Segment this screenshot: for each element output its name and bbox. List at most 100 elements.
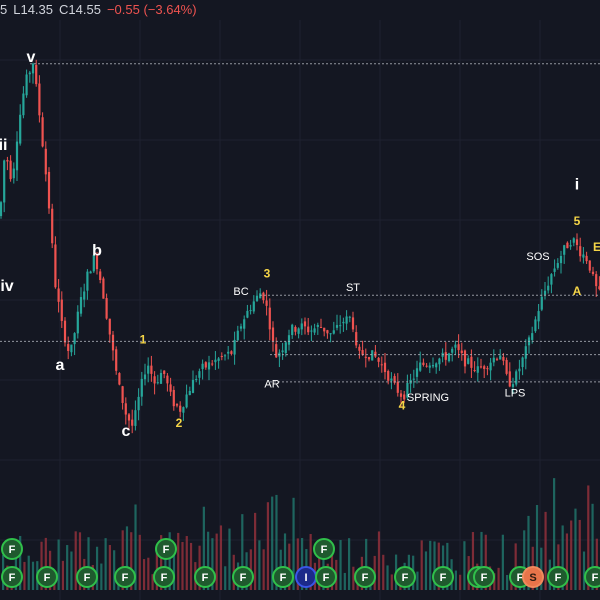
candle — [115, 346, 118, 375]
candle-body — [41, 117, 44, 147]
candle-body — [579, 246, 582, 257]
volume-bar — [587, 485, 590, 590]
candle — [99, 268, 102, 284]
volume-bar — [446, 542, 449, 590]
candle — [249, 304, 252, 315]
candle-body — [460, 350, 463, 354]
volume-bar — [57, 539, 60, 590]
volume-bar — [219, 525, 223, 590]
candle — [163, 370, 166, 379]
event-marker-label: F — [163, 544, 170, 556]
candle — [543, 281, 547, 300]
event-marker-label: F — [44, 572, 51, 584]
candle-body — [259, 293, 262, 299]
candle — [463, 349, 467, 374]
candle — [262, 291, 265, 304]
volume-bar — [130, 532, 133, 590]
level-lines — [0, 63, 600, 383]
volume-bar — [185, 536, 188, 590]
event-marker-circle — [114, 566, 136, 588]
event-marker-circle — [584, 566, 600, 588]
volume-bar — [172, 547, 176, 590]
candle-body — [201, 363, 204, 370]
candle-body — [67, 344, 70, 351]
candle — [310, 325, 313, 342]
candle — [358, 344, 361, 359]
candle-body — [265, 300, 268, 306]
candle — [371, 350, 374, 361]
candle — [355, 325, 358, 349]
candle-body — [249, 310, 252, 312]
candle-body — [291, 324, 294, 336]
candle-body — [131, 419, 134, 426]
volume-bar — [121, 530, 124, 590]
candle — [265, 289, 268, 316]
candle-body — [121, 386, 124, 403]
candle-body — [236, 330, 239, 341]
wave-label: AR — [264, 379, 279, 391]
candle — [342, 317, 345, 332]
candle — [201, 359, 204, 380]
candle — [502, 353, 505, 366]
volume-bar — [78, 532, 82, 590]
candle — [70, 344, 73, 357]
candle — [63, 317, 67, 347]
wave-label: BC — [233, 286, 248, 298]
volume-bar — [420, 540, 423, 590]
candle-body — [294, 326, 297, 332]
candle — [579, 237, 582, 262]
candle — [329, 333, 332, 343]
candle — [86, 269, 89, 300]
volume-bar — [70, 551, 73, 590]
candle-body — [534, 319, 537, 332]
event-marker-label: F — [240, 572, 247, 584]
candle — [569, 239, 572, 250]
event-marker-f: F — [272, 566, 294, 588]
candle — [185, 384, 188, 409]
candle — [287, 329, 291, 351]
volume-bar — [309, 534, 312, 590]
volume-bar — [390, 574, 393, 590]
candle-body — [60, 299, 63, 321]
candle — [60, 291, 63, 328]
candle-body — [118, 373, 121, 385]
candle-body — [553, 268, 556, 272]
volume-bar — [578, 519, 581, 590]
ohlc-change-value: −0.55 (−3.64%) — [106, 2, 197, 17]
candle-body — [38, 83, 41, 116]
candle-body — [83, 291, 86, 300]
candle — [486, 365, 489, 376]
candle — [559, 250, 563, 274]
candle-body — [377, 357, 380, 362]
candle — [419, 351, 422, 372]
candle — [19, 104, 22, 146]
volume-bar — [377, 531, 381, 590]
wave-label: ii — [0, 137, 7, 154]
candle — [198, 368, 201, 385]
candle — [67, 336, 70, 360]
candle — [499, 349, 502, 360]
candle-body — [435, 363, 438, 368]
candle — [6, 156, 9, 171]
candle — [214, 351, 217, 370]
candle — [172, 386, 175, 411]
volume-bar — [484, 534, 487, 590]
wave-label: iv — [0, 278, 13, 295]
candle-body — [275, 344, 278, 358]
volume-bar — [343, 572, 346, 590]
candle — [377, 356, 380, 368]
candle-body — [214, 359, 217, 363]
candle — [166, 373, 169, 392]
candle — [191, 370, 195, 394]
candle-body — [371, 350, 374, 361]
volume-bar — [506, 574, 509, 590]
volume-bar — [352, 566, 355, 590]
candle — [95, 252, 99, 275]
candle — [473, 361, 476, 373]
candle-body — [595, 274, 598, 287]
candle-body — [566, 242, 569, 249]
candle — [470, 349, 473, 378]
volume-bar — [181, 541, 184, 590]
